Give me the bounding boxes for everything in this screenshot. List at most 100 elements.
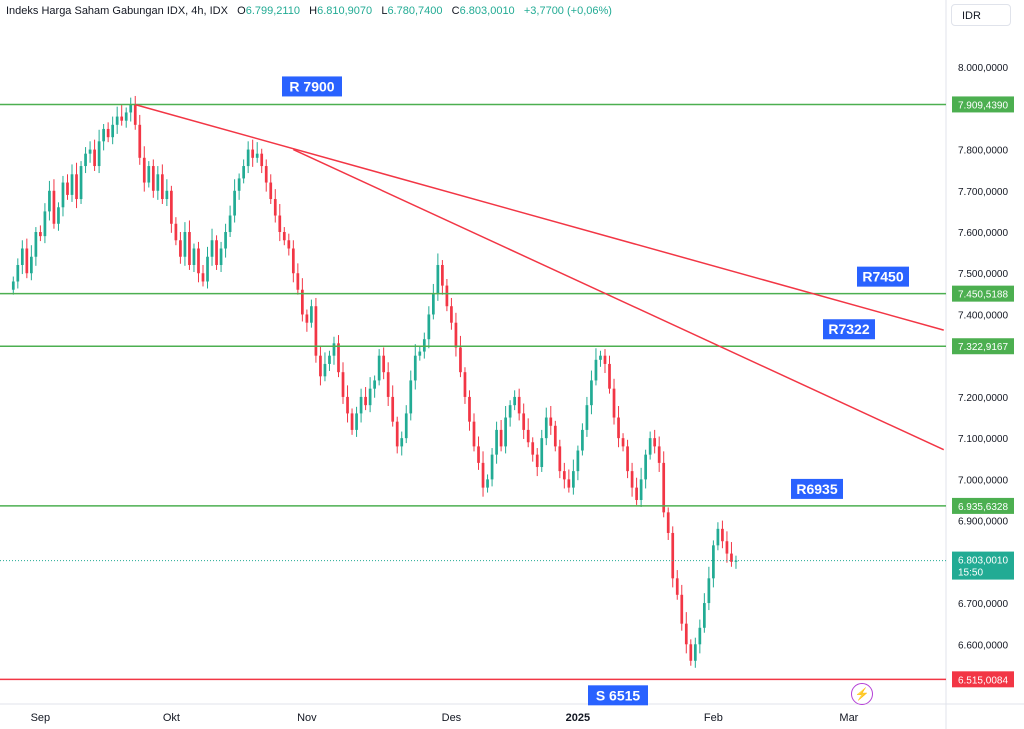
- candle-body: [215, 240, 218, 265]
- candle-body: [102, 128, 105, 142]
- candle-body: [698, 627, 702, 645]
- candle-body: [657, 446, 661, 463]
- candle-body: [278, 215, 282, 233]
- candle-body: [553, 425, 557, 447]
- high-value: 6.810,9070: [317, 5, 373, 17]
- level-price-tag: [952, 338, 1014, 355]
- trend-line: [293, 148, 945, 451]
- x-tick-label: Des: [442, 712, 462, 724]
- candle-body: [70, 174, 74, 195]
- candle-body: [612, 388, 616, 418]
- candle-body: [427, 314, 431, 340]
- candle-body: [567, 479, 571, 488]
- candle-body: [368, 388, 372, 406]
- candle-body: [680, 594, 684, 624]
- countdown-text: 15:50: [958, 568, 983, 579]
- candle-body: [165, 190, 169, 200]
- candle-body: [716, 528, 720, 546]
- candle-body: [350, 413, 354, 430]
- currency-selector-button[interactable]: IDR: [951, 4, 1011, 26]
- candle-body: [346, 396, 349, 414]
- candle-body: [522, 413, 526, 430]
- candle-body: [603, 355, 607, 364]
- low-label: L: [381, 5, 388, 17]
- x-tick-label: Mar: [839, 712, 858, 724]
- candle-body: [549, 417, 553, 426]
- candle-body: [504, 417, 507, 447]
- symbol-name: Indeks Harga Saham Gabungan IDX, 4h, IDX: [6, 5, 228, 17]
- candle-body: [310, 306, 313, 323]
- candle-body: [472, 421, 476, 447]
- candle-body: [572, 471, 575, 488]
- level-price-text: 7.450,5188: [958, 290, 1008, 301]
- candle-body: [34, 232, 38, 257]
- trend-line: [135, 103, 944, 331]
- current-price-tag: [952, 551, 1014, 580]
- candle-body: [395, 421, 399, 447]
- candle-body: [314, 306, 318, 356]
- level-label-box: [791, 478, 843, 499]
- candle-body: [562, 471, 566, 480]
- candle-body: [305, 314, 309, 323]
- flash-icon[interactable]: ⚡: [851, 683, 873, 705]
- candle-body: [341, 372, 345, 397]
- candle-body: [57, 207, 60, 224]
- candle-body: [124, 112, 128, 121]
- y-tick-label: 6.700,0000: [958, 599, 1008, 610]
- candle-body: [391, 396, 395, 422]
- y-tick-label: 6.900,0000: [958, 517, 1008, 528]
- candle-body: [246, 149, 250, 167]
- candle-body: [517, 396, 521, 414]
- candle-body: [296, 273, 300, 290]
- candle-body: [544, 417, 548, 439]
- candle-body: [138, 124, 142, 158]
- level-label-box: [282, 76, 342, 97]
- candle-body: [734, 560, 738, 562]
- candle-body: [630, 471, 634, 488]
- y-tick-label: 7.200,0000: [958, 393, 1008, 404]
- x-tick-label: 2025: [566, 712, 590, 724]
- x-tick-label: Sep: [31, 712, 51, 724]
- candle-body: [11, 281, 15, 290]
- candle-body: [386, 372, 390, 397]
- candle-body: [151, 166, 155, 191]
- candle-body: [52, 190, 56, 224]
- candle-body: [454, 322, 458, 348]
- candle-body: [468, 396, 471, 422]
- candle-body: [648, 438, 652, 455]
- candle-body: [608, 363, 611, 389]
- candle-body: [693, 644, 697, 661]
- candle-body: [382, 355, 386, 373]
- candle-body: [206, 256, 209, 282]
- candle-body: [355, 413, 358, 430]
- level-price-text: 6.935,6328: [958, 502, 1008, 513]
- candle-body: [282, 232, 286, 241]
- candle-body: [666, 512, 670, 533]
- candle-body: [61, 182, 65, 208]
- candle-body: [201, 273, 205, 282]
- candle-body: [111, 124, 115, 138]
- level-price-text: 6.515,0084: [958, 675, 1008, 686]
- candle-body: [508, 405, 512, 418]
- candle-body: [147, 166, 151, 183]
- candle-body: [373, 380, 376, 389]
- candle-body: [224, 232, 227, 249]
- candle-body: [332, 343, 336, 356]
- candle-body: [662, 462, 666, 513]
- candle-body: [721, 528, 724, 542]
- candle-body: [576, 450, 580, 472]
- level-label-text: R 7900: [289, 78, 334, 94]
- y-tick-label: 6.600,0000: [958, 640, 1008, 651]
- candle-body: [25, 248, 29, 274]
- current-price-text: 6.803,0010: [958, 556, 1008, 567]
- level-label-text: R7322: [828, 321, 869, 337]
- x-tick-label: Feb: [704, 712, 723, 724]
- candle-body: [48, 190, 51, 212]
- candle-body: [160, 174, 164, 200]
- candle-body: [581, 429, 584, 451]
- close-value: 6.803,0010: [459, 5, 515, 17]
- candle-body: [228, 215, 232, 233]
- candle-body: [20, 248, 24, 265]
- candle-body: [526, 429, 530, 443]
